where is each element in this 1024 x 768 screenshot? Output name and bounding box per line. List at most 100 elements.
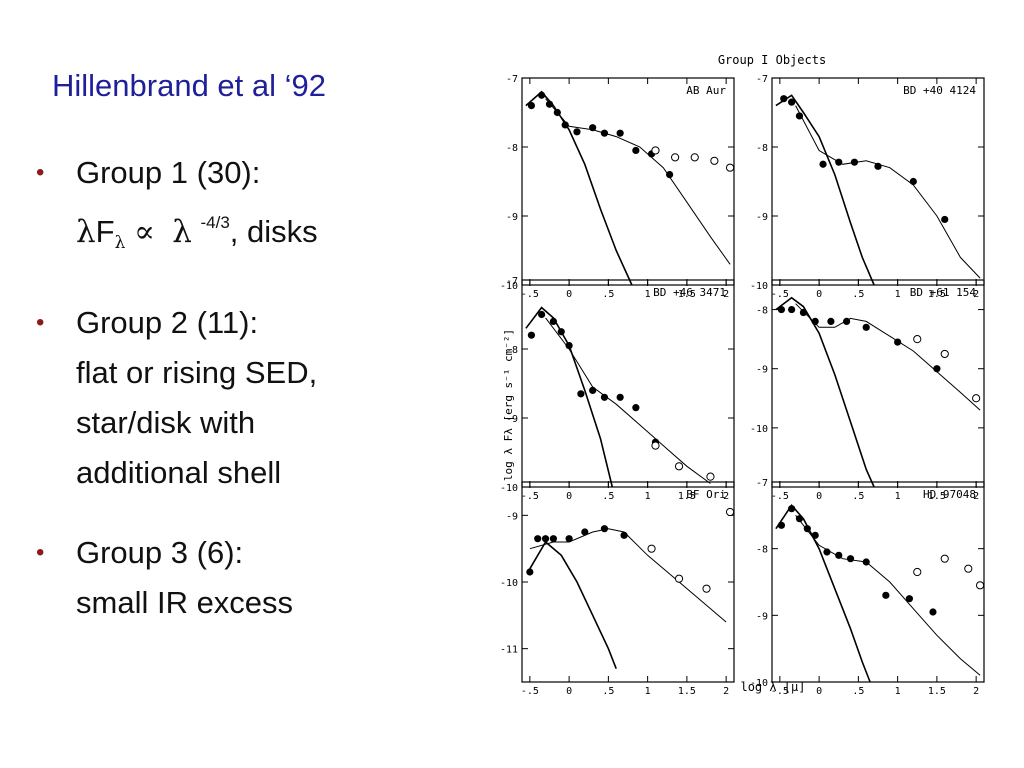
photosphere-curve — [775, 503, 871, 683]
open-point — [674, 574, 684, 583]
x-tick-label: 1 — [895, 491, 901, 502]
lambda-subscript: λ — [114, 233, 126, 253]
x-tick-label: 1.5 — [928, 491, 946, 502]
x-tick-label: 0 — [816, 289, 822, 300]
bullet-dot: • — [36, 539, 45, 566]
y-tick-label: -10 — [500, 483, 518, 494]
open-point — [725, 507, 735, 517]
x-tick-label: 1.5 — [678, 686, 696, 697]
panel-label: BD +40 4124 — [903, 84, 976, 97]
open-point — [674, 462, 684, 471]
sed-figure: Group I Objects log λ Fλ [erg s⁻¹ cm⁻²] … — [500, 53, 985, 697]
y-tick-label: -9 — [756, 212, 768, 223]
y-tick-label: -9 — [506, 414, 518, 425]
x-tick-label: .5 — [852, 289, 864, 300]
sed-panel-2: -.5 0 .5 1 1.5 2 -7 -8 -9 -10 BD +40 4124 — [750, 74, 985, 300]
filled-point — [620, 531, 628, 539]
panel-frame — [521, 279, 735, 488]
filled-point — [780, 95, 788, 103]
group-3-line-1: small IR excess — [76, 585, 294, 620]
x-tick-label: 1.5 — [928, 289, 946, 300]
panel-label: HD 97048 — [923, 488, 976, 501]
x-tick-label: 0 — [566, 289, 572, 300]
y-tick-label: -8 — [506, 345, 518, 356]
open-point — [975, 581, 985, 590]
y-tick-label: -8 — [756, 143, 768, 154]
filled-point — [799, 308, 808, 317]
model-curve — [545, 98, 731, 265]
bullet-dot: • — [36, 159, 45, 186]
filled-point — [565, 535, 573, 543]
filled-point — [526, 568, 534, 576]
y-tick-label: -7 — [506, 276, 518, 287]
filled-point — [819, 160, 827, 168]
sed-panel-1: -.5 0 .5 1 1.5 2 -7 -8 -9 -10 AB Aur — [500, 74, 735, 300]
flux-symbol: F — [95, 214, 115, 249]
y-tick-label: -10 — [750, 678, 768, 689]
bullet-list: • Group 1 (30): λFλ ∝ λ -4/3, disks • Gr… — [36, 148, 466, 628]
open-point — [651, 441, 660, 450]
y-tick-label: -10 — [500, 578, 518, 589]
x-tick-label: -.5 — [521, 686, 539, 697]
filled-point — [589, 124, 597, 132]
panel-frame — [771, 481, 985, 683]
y-tick-label: -11 — [500, 645, 518, 656]
y-tick-label: -10 — [500, 281, 518, 292]
x-tick-label: 1 — [645, 289, 651, 300]
filled-point — [803, 525, 811, 533]
filled-point — [850, 158, 859, 166]
x-tick-label: -.5 — [771, 491, 789, 502]
filled-point — [846, 555, 855, 563]
x-tick-label: .5 — [602, 289, 614, 300]
y-tick-label: -9 — [756, 365, 768, 376]
x-tick-label: .5 — [602, 686, 614, 697]
model-curve — [529, 528, 727, 623]
open-point — [706, 472, 715, 481]
open-point — [690, 153, 699, 162]
x-tick-label: .5 — [852, 686, 864, 697]
x-tick-label: 1.5 — [928, 686, 946, 697]
filled-point — [777, 521, 786, 529]
filled-point — [788, 305, 796, 314]
formula-suffix: , disks — [229, 214, 318, 249]
filled-point — [553, 108, 561, 117]
y-tick-label: -7 — [756, 74, 768, 85]
proportional-symbol: ∝ — [134, 214, 155, 250]
x-tick-label: 2 — [723, 686, 729, 697]
filled-point — [777, 305, 786, 314]
filled-point — [835, 158, 843, 166]
filled-point — [534, 535, 542, 543]
x-tick-label: 1.5 — [678, 289, 696, 300]
x-tick-label: -.5 — [771, 289, 789, 300]
photosphere-curve — [529, 540, 617, 669]
y-tick-label: -10 — [750, 281, 768, 292]
group-2-heading: Group 2 (11): — [76, 305, 259, 340]
open-point — [940, 554, 949, 563]
open-point — [913, 335, 922, 344]
filled-point — [600, 525, 609, 533]
y-tick-label: -9 — [506, 511, 518, 522]
panel-frame — [771, 77, 985, 286]
filled-point — [561, 121, 569, 129]
x-tick-label: 1 — [895, 686, 901, 697]
filled-point — [600, 129, 609, 137]
exponent: -4/3 — [200, 213, 230, 232]
open-point — [972, 394, 981, 403]
filled-point — [616, 129, 624, 137]
filled-point — [909, 177, 917, 186]
slide-title: Hillenbrand et al ‘92 — [52, 68, 327, 103]
figure-title: Group I Objects — [718, 53, 826, 67]
filled-point — [788, 505, 796, 513]
filled-point — [565, 341, 573, 350]
lambda-symbol: λ — [76, 214, 96, 250]
y-tick-label: -9 — [506, 212, 518, 223]
filled-point — [632, 404, 640, 412]
filled-point — [811, 531, 819, 539]
filled-point — [929, 608, 937, 616]
x-tick-label: 0 — [816, 686, 822, 697]
filled-point — [538, 310, 546, 319]
filled-point — [589, 386, 597, 394]
